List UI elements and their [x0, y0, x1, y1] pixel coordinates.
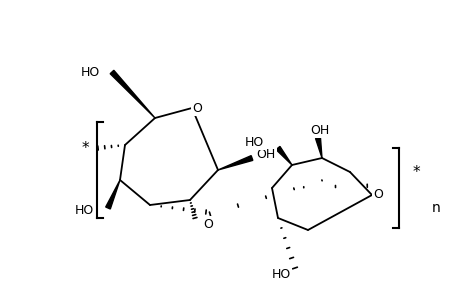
Text: HO: HO: [271, 268, 291, 281]
Text: OH: OH: [310, 124, 329, 136]
Text: O: O: [192, 101, 202, 115]
Text: HO: HO: [81, 65, 100, 79]
Text: O: O: [372, 188, 382, 202]
Text: HO: HO: [244, 136, 263, 148]
Polygon shape: [275, 146, 291, 165]
Text: O: O: [202, 218, 213, 230]
Polygon shape: [218, 156, 252, 170]
Polygon shape: [106, 180, 120, 209]
Text: *: *: [412, 164, 420, 179]
Text: *: *: [81, 140, 89, 155]
Polygon shape: [315, 137, 321, 158]
Text: HO: HO: [74, 203, 94, 217]
Text: OH: OH: [256, 148, 275, 160]
Polygon shape: [110, 70, 155, 118]
Text: n: n: [431, 201, 440, 215]
